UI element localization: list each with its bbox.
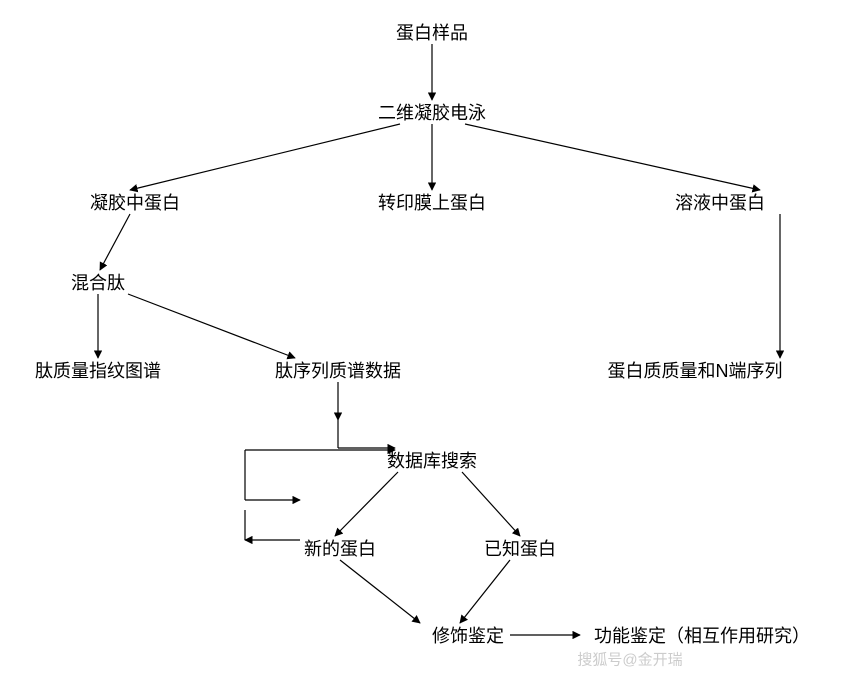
flow-edge <box>335 472 398 536</box>
flow-edge <box>462 472 520 536</box>
flow-node-n13: 修饰鉴定 <box>432 622 504 648</box>
flow-node-n8: 肽序列质谱数据 <box>275 357 401 383</box>
flow-node-n12: 已知蛋白 <box>484 535 556 561</box>
flow-edge <box>100 214 130 270</box>
flow-edge <box>460 560 510 623</box>
flow-node-n1: 蛋白样品 <box>396 19 468 45</box>
flow-node-n5: 溶液中蛋白 <box>675 189 765 215</box>
flow-node-n10: 数据库搜索 <box>387 447 477 473</box>
flow-edge <box>340 560 420 623</box>
flow-node-n3: 凝胶中蛋白 <box>90 189 180 215</box>
flow-edge <box>130 124 400 190</box>
watermark-text: 搜狐号@金开瑞 <box>577 649 682 670</box>
flow-node-n9: 蛋白质质量和N端序列 <box>608 357 783 383</box>
flow-node-n4: 转印膜上蛋白 <box>378 189 486 215</box>
flow-node-n11: 新的蛋白 <box>304 535 376 561</box>
flow-node-n2: 二维凝胶电泳 <box>378 99 486 125</box>
flow-node-n14: 功能鉴定（相互作用研究） <box>594 622 810 648</box>
flow-node-n6: 混合肽 <box>71 269 125 295</box>
flow-edge <box>465 124 760 190</box>
flow-node-n7: 肽质量指纹图谱 <box>35 357 161 383</box>
flow-edge <box>128 294 295 358</box>
